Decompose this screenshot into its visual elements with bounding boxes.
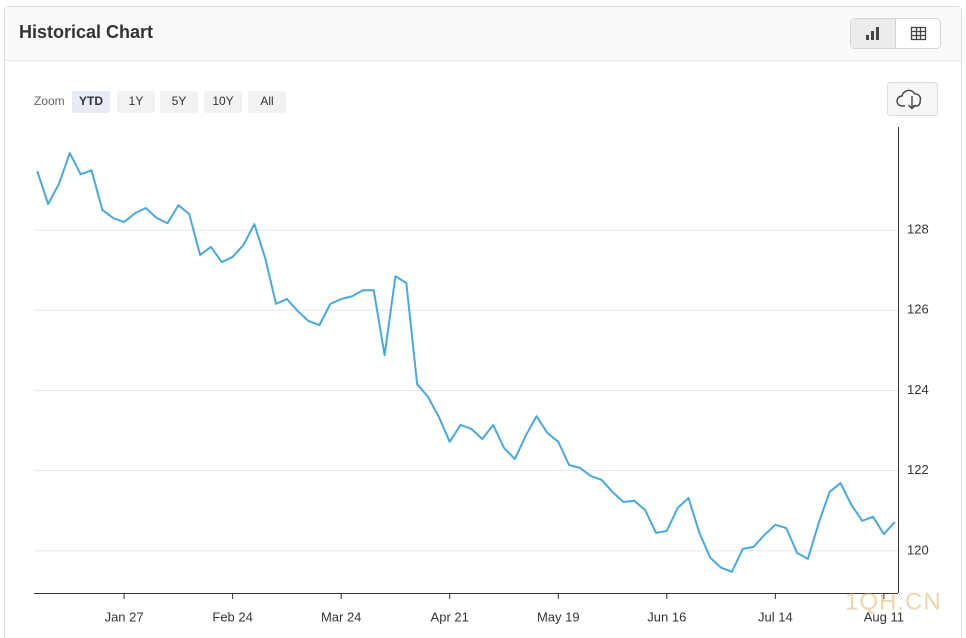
y-tick-label: 122 <box>907 462 929 477</box>
x-tick-label: Jun 16 <box>647 609 686 624</box>
x-tick-label: Jan 27 <box>105 609 144 624</box>
zoom-buttons: YTD 1Y 5Y 10Y All <box>72 91 286 113</box>
zoom-button-label[interactable]: All <box>260 94 273 108</box>
zoom-button-label[interactable]: 1Y <box>129 94 144 108</box>
zoom-button[interactable] <box>204 91 242 113</box>
zoom-button[interactable] <box>117 91 155 113</box>
price-line <box>36 152 896 573</box>
header-title: Historical Chart <box>19 22 153 42</box>
bar-icon <box>866 35 869 40</box>
download-button[interactable] <box>887 82 938 116</box>
x-tick-label: Apr 21 <box>431 609 469 624</box>
zoom-button[interactable] <box>248 91 286 113</box>
x-tick-label: Feb 24 <box>212 609 252 624</box>
bar-icon <box>876 27 879 40</box>
cloud-icon <box>896 89 922 107</box>
zoom-button-label[interactable]: YTD <box>79 94 103 108</box>
view-toggle <box>850 18 941 49</box>
header-bg <box>5 7 961 60</box>
card-border <box>4 6 962 638</box>
zoom-button[interactable] <box>72 91 110 113</box>
zoom-button[interactable] <box>160 91 198 113</box>
y-tick-label: 128 <box>907 222 929 237</box>
plot: 120 122 124 126 128 Jan 27 Feb 24 Mar 24 Apr 21 M… <box>34 127 929 624</box>
zoom-button-label[interactable]: 10Y <box>212 94 233 108</box>
x-tick-label: Aug 11 <box>864 609 904 624</box>
x-tick-label: Jul 14 <box>758 609 793 624</box>
y-tick-label: 126 <box>907 302 929 317</box>
y-tick-label: 124 <box>907 382 929 397</box>
y-tick-label: 120 <box>907 542 929 557</box>
arrow-icon <box>908 96 916 110</box>
bar-icon <box>871 31 874 40</box>
zoom-label: Zoom <box>34 94 65 108</box>
zoom-button-label[interactable]: 5Y <box>172 94 187 108</box>
table-view-button[interactable] <box>896 19 940 48</box>
watermark: 1QH.CN <box>845 588 942 615</box>
x-tick-label: Mar 24 <box>321 609 361 624</box>
x-tick-label: May 19 <box>537 609 580 624</box>
table-icon <box>910 26 927 41</box>
